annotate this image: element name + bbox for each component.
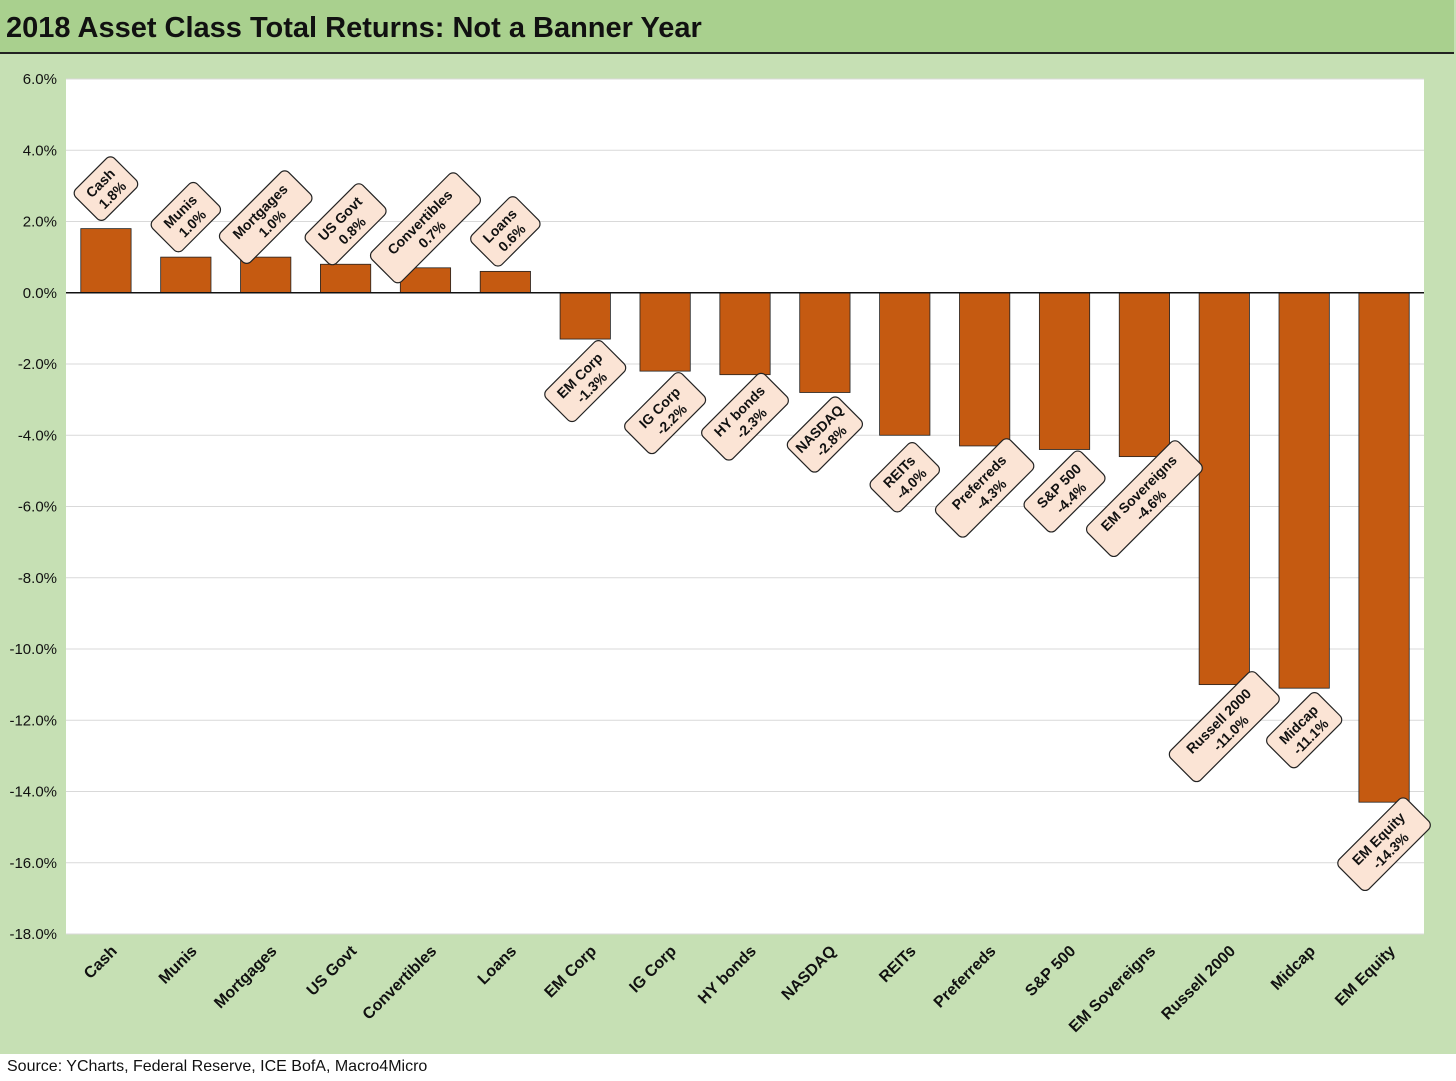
bar — [719, 292, 771, 376]
x-tick-label: REITs — [876, 943, 919, 986]
y-tick-label: 0.0% — [23, 285, 57, 302]
y-tick-label: -16.0% — [9, 855, 57, 872]
x-tick-label: S&P 500 — [1022, 943, 1079, 1000]
bar — [639, 292, 691, 372]
data-label-box — [701, 372, 789, 461]
bar — [799, 292, 851, 393]
bars — [80, 228, 1410, 803]
x-tick-label: Preferreds — [931, 943, 1000, 1012]
data-label: REITs-4.0% — [869, 442, 941, 513]
x-tick-label: Loans — [475, 943, 520, 988]
data-label: EM Corp-1.3% — [544, 340, 627, 423]
x-tick-label: Cash — [81, 943, 121, 983]
x-tick-label: Mortgages — [211, 943, 280, 1012]
bar — [479, 270, 531, 294]
data-label-box — [1168, 671, 1280, 783]
data-label-box — [934, 438, 1035, 538]
data-label: EM Equity-14.3% — [1337, 797, 1431, 892]
bar — [959, 292, 1011, 447]
bar — [160, 256, 212, 294]
y-tick-label: 2.0% — [23, 214, 57, 231]
data-label-box — [786, 396, 864, 473]
source-note: Source: YCharts, Federal Reserve, ICE Bo… — [7, 1058, 428, 1075]
data-label-box — [369, 172, 482, 284]
data-label-box — [1085, 440, 1203, 558]
data-label-box — [544, 340, 627, 423]
gridlines — [66, 78, 1424, 935]
x-axis-ticks: Cash Munis Mortgages US Govt Convertibles Loa… — [81, 942, 1399, 1036]
bar — [559, 292, 611, 340]
x-tick-label: Russell 2000 — [1159, 943, 1240, 1024]
bar — [1358, 292, 1410, 803]
y-tick-label: -2.0% — [18, 356, 57, 373]
x-tick-label: EM Corp — [542, 943, 601, 1002]
x-tick-label: NASDAQ — [779, 943, 840, 1004]
x-tick-label: US Govt — [304, 942, 361, 999]
y-tick-label: -8.0% — [18, 570, 57, 587]
x-tick-label: Midcap — [1268, 943, 1319, 994]
y-tick-label: 6.0% — [23, 71, 57, 88]
x-tick-label: EM Equity — [1332, 943, 1399, 1010]
bar — [1198, 292, 1250, 686]
y-axis-ticks: 6.0% 4.0% 2.0% 0.0% -2.0% -4.0% -6.0% -8.0% -10.… — [9, 71, 57, 943]
x-tick-label: IG Corp — [626, 943, 680, 997]
data-label-box — [470, 196, 541, 267]
y-tick-label: -14.0% — [9, 784, 57, 801]
data-label: IG Corp-2.2% — [624, 372, 707, 455]
bar — [320, 263, 372, 294]
data-label-box — [304, 183, 387, 266]
x-tick-label: Munis — [156, 943, 201, 988]
data-label-box — [869, 442, 941, 513]
chart-title: 2018 Asset Class Total Returns: Not a Ba… — [0, 0, 1454, 54]
x-tick-label: EM Sovereigns — [1066, 943, 1159, 1036]
data-label-box — [150, 181, 222, 253]
data-label: Preferreds-4.3% — [934, 438, 1035, 538]
y-tick-label: -12.0% — [9, 712, 57, 729]
bar — [879, 292, 931, 436]
x-tick-label: HY bonds — [695, 943, 760, 1008]
y-tick-label: -6.0% — [18, 499, 57, 516]
y-tick-label: -4.0% — [18, 427, 57, 444]
data-label: Russell 2000-11.0% — [1168, 671, 1280, 783]
data-label-box — [218, 170, 313, 264]
data-label-box — [624, 372, 707, 455]
data-label-box — [1337, 797, 1431, 892]
data-label: HY bonds-2.3% — [701, 372, 789, 461]
data-label: NASDAQ-2.8% — [786, 396, 864, 473]
y-tick-label: 4.0% — [23, 142, 57, 159]
y-tick-label: -10.0% — [9, 641, 57, 658]
bar — [1118, 292, 1170, 458]
data-label-box — [1023, 450, 1106, 533]
x-tick-label: Convertibles — [360, 943, 441, 1024]
bar — [80, 228, 132, 294]
data-label-box — [73, 156, 139, 221]
y-tick-label: -18.0% — [9, 926, 57, 943]
bar-chart: 6.0% 4.0% 2.0% 0.0% -2.0% -4.0% -6.0% -8.0% -10.… — [9, 71, 1431, 1036]
data-label-box — [1266, 692, 1343, 769]
bar — [1278, 292, 1330, 689]
bar — [1038, 292, 1091, 450]
